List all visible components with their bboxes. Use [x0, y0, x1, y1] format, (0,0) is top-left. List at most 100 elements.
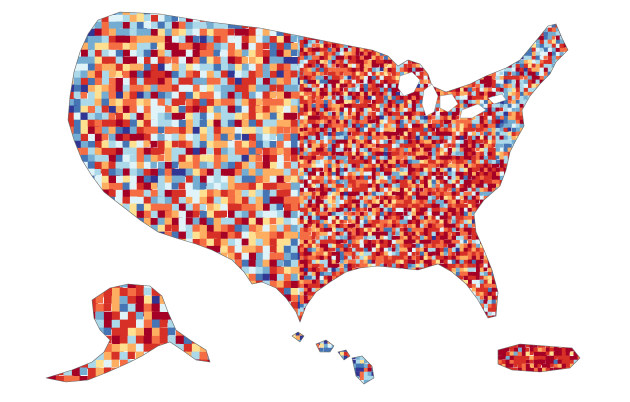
- county-cell: [535, 199, 540, 204]
- county-cell: [327, 27, 334, 34]
- county-cell: [467, 115, 474, 122]
- county-cell: [467, 128, 474, 134]
- county-cell: [248, 273, 259, 284]
- county-cell: [276, 12, 289, 20]
- county-cell: [475, 12, 481, 13]
- county-cell: [323, 119, 328, 124]
- county-cell: [464, 96, 468, 100]
- county-cell: [447, 15, 453, 21]
- county-cell: [371, 159, 377, 164]
- county-cell: [347, 67, 353, 72]
- county-cell: [467, 199, 473, 206]
- county-cell: [443, 183, 450, 190]
- county-cell: [379, 111, 385, 117]
- county-cell: [262, 35, 271, 44]
- county-cell: [555, 12, 561, 17]
- county-cell: [207, 49, 217, 60]
- county-cell: [499, 79, 506, 86]
- county-cell: [539, 171, 544, 176]
- county-cell: [551, 39, 557, 44]
- county-cell: [351, 67, 357, 73]
- county-cell: [563, 179, 568, 186]
- county-cell: [359, 35, 364, 40]
- county-cell: [415, 187, 420, 192]
- county-cell: [213, 12, 222, 16]
- county-cell: [475, 55, 482, 62]
- county-cell: [563, 119, 568, 125]
- county-cell: [262, 266, 274, 278]
- county-cell: [491, 39, 496, 44]
- county-cell: [483, 159, 490, 166]
- county-cell: [567, 76, 568, 81]
- county-cell: [371, 175, 378, 182]
- county-cell: [556, 99, 560, 104]
- county-cell: [387, 75, 393, 81]
- county-cell: [347, 179, 353, 185]
- county-cell: [213, 119, 223, 129]
- county-cell: [276, 147, 284, 155]
- county-cell: [327, 143, 333, 149]
- county-cell: [387, 107, 393, 113]
- county-cell: [213, 217, 224, 228]
- county-cell: [68, 147, 75, 156]
- county-cell: [339, 80, 344, 84]
- county-cell: [563, 27, 568, 33]
- county-cell: [241, 168, 251, 179]
- county-cell: [515, 51, 522, 58]
- county-cell: [290, 273, 300, 283]
- county-cell: [319, 91, 326, 98]
- county-cell: [559, 191, 565, 197]
- county-cell: [543, 199, 548, 205]
- county-cell: [242, 280, 251, 290]
- county-cell: [387, 155, 394, 162]
- county-cell: [80, 217, 91, 228]
- county-cell: [122, 231, 134, 243]
- county-cell: [351, 175, 356, 180]
- county-cell: [248, 266, 258, 276]
- county-cell: [136, 28, 144, 36]
- county-cell: [157, 266, 170, 279]
- county-cell: [443, 15, 449, 21]
- county-cell: [499, 127, 506, 134]
- county-cell: [227, 126, 240, 139]
- county-cell: [248, 63, 256, 71]
- county-cell: [255, 294, 263, 303]
- county-cell: [193, 70, 202, 79]
- county-cell: [407, 12, 413, 13]
- county-cell: [290, 211, 301, 221]
- county-cell: [503, 19, 509, 25]
- county-cell: [395, 51, 402, 58]
- county-cell: [403, 111, 410, 118]
- county-cell: [367, 12, 373, 17]
- county-cell: [419, 151, 426, 158]
- county-cell: [483, 172, 490, 178]
- county-cell: [185, 301, 195, 310]
- county-cell: [551, 132, 557, 138]
- county-cell: [471, 151, 476, 156]
- county-cell: [352, 91, 356, 96]
- county-cell: [435, 171, 440, 176]
- county-cell: [355, 131, 360, 136]
- county-cell: [164, 203, 176, 215]
- county-cell: [399, 147, 406, 153]
- county-cell: [435, 195, 440, 200]
- county-cell: [101, 77, 112, 88]
- county-cell: [528, 23, 533, 29]
- county-cell: [487, 167, 492, 172]
- county-cell: [171, 35, 180, 44]
- county-cell: [315, 83, 320, 88]
- county-cell: [391, 127, 396, 132]
- county-cell: [136, 224, 148, 236]
- county-cell: [399, 199, 405, 205]
- county-cell: [415, 39, 420, 44]
- county-cell: [455, 151, 460, 156]
- county-cell: [363, 175, 370, 182]
- county-cell: [269, 63, 282, 76]
- county-cell: [359, 127, 366, 134]
- county-cell: [347, 147, 352, 152]
- county-cell: [419, 191, 426, 198]
- county-cell: [235, 196, 243, 204]
- county-cell: [519, 71, 525, 77]
- county-cell: [136, 140, 149, 153]
- county-cell: [283, 224, 293, 234]
